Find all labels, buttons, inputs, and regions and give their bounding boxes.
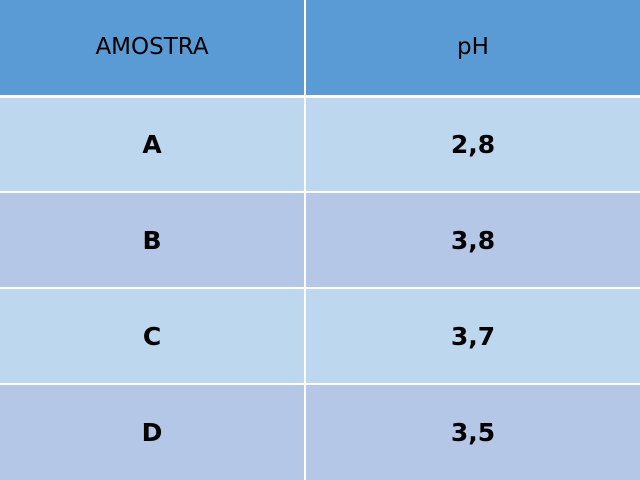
cell-amostra: D <box>0 384 306 480</box>
header-ph: pH <box>305 0 640 98</box>
cell-amostra: C <box>0 288 306 385</box>
cell-ph: 3,8 <box>305 192 640 289</box>
cell-ph: 3,5 <box>305 384 640 480</box>
cell-ph: 2,8 <box>305 96 640 193</box>
table-row: A 2,8 <box>0 96 640 193</box>
cell-ph: 3,7 <box>305 288 640 385</box>
table-row: B 3,8 <box>0 192 640 289</box>
table-row: D 3,5 <box>0 384 640 480</box>
cell-amostra: A <box>0 96 306 193</box>
cell-amostra: B <box>0 192 306 289</box>
header-row: AMOSTRA pH <box>0 0 640 98</box>
table-row: C 3,7 <box>0 288 640 385</box>
header-amostra: AMOSTRA <box>0 0 306 98</box>
